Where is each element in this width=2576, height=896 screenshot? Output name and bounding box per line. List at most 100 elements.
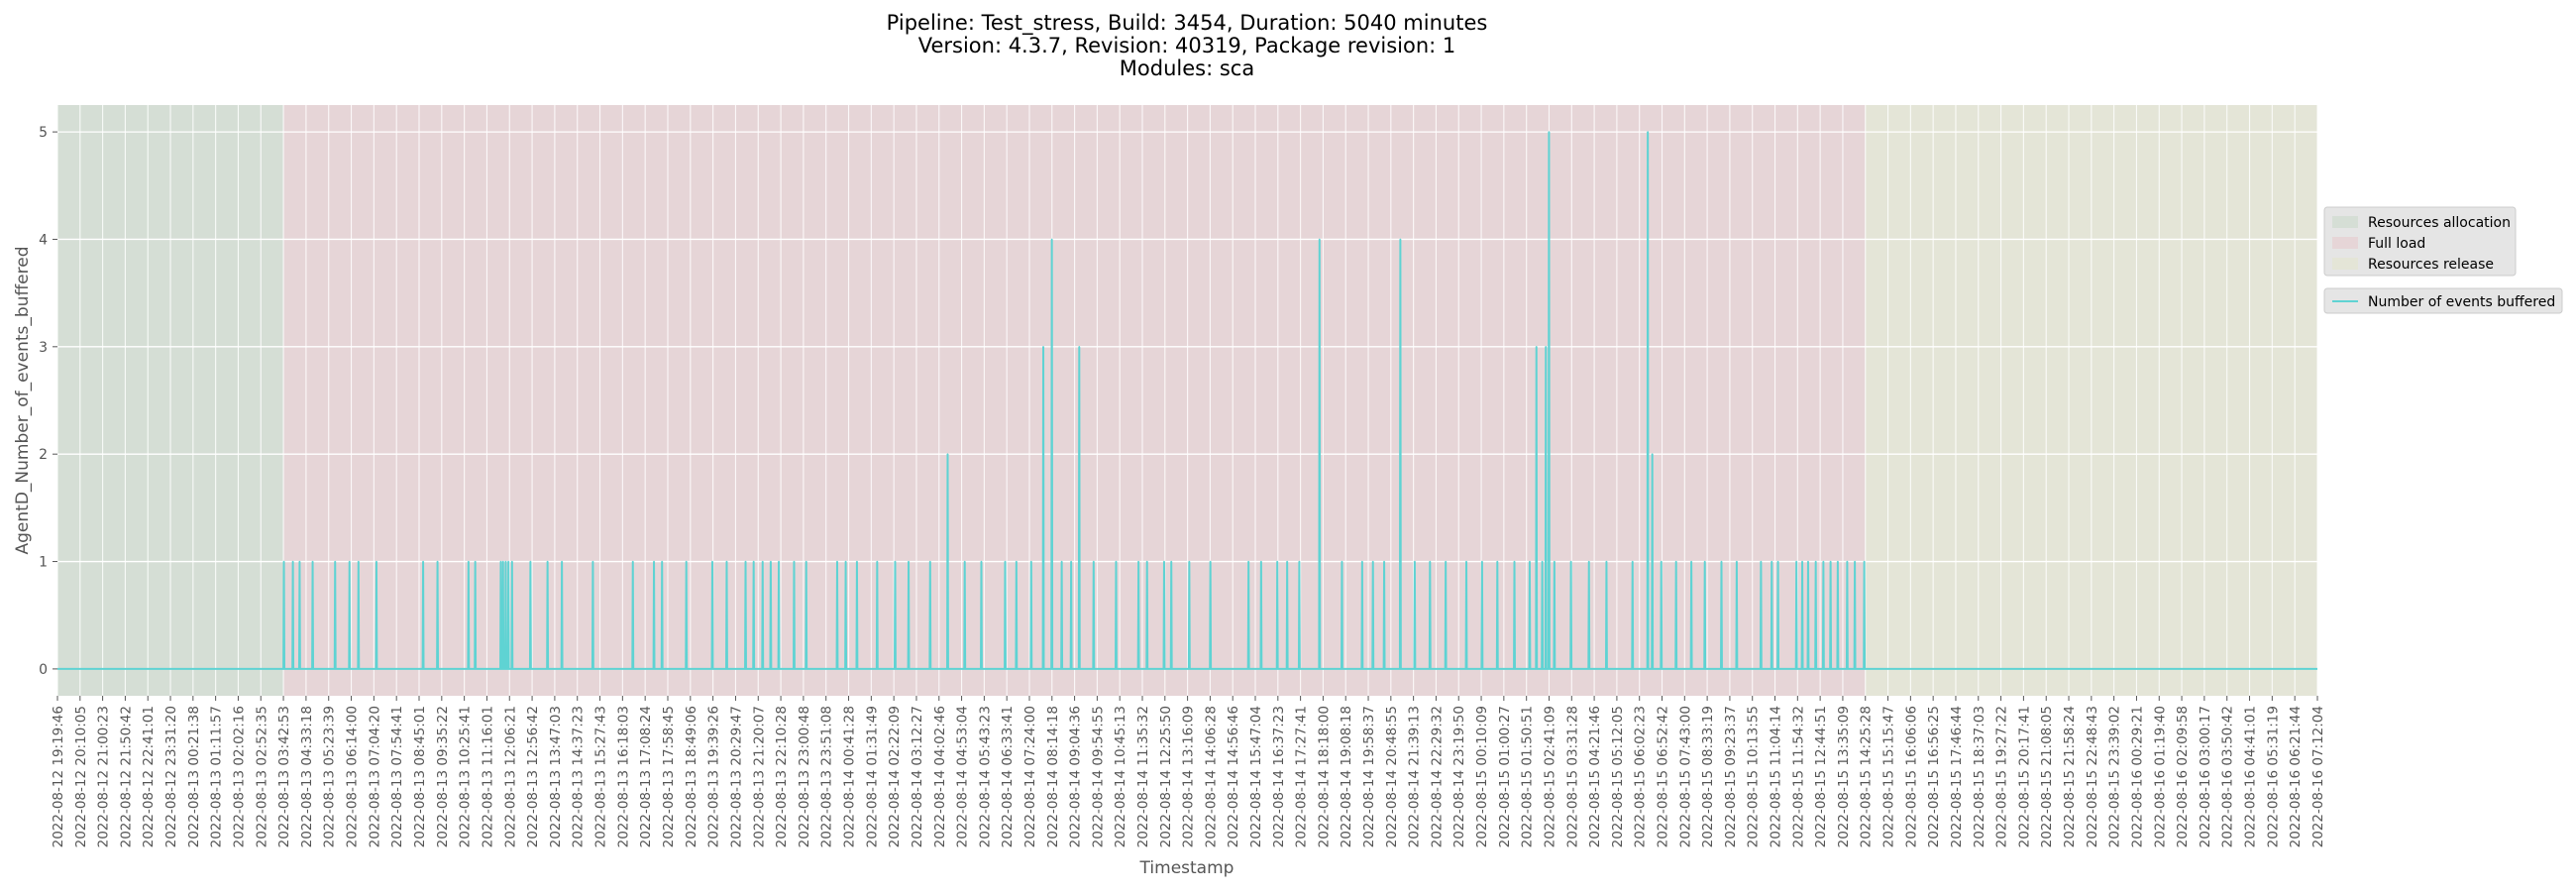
phase-legend-swatch-1 bbox=[2332, 237, 2358, 249]
x-tick-label-34: 2022-08-13 23:51:08 bbox=[819, 706, 835, 847]
data-point-74 bbox=[1465, 560, 1467, 563]
legend: Resources allocation Full load Resources r… bbox=[2323, 206, 2563, 314]
x-tick-label-80: 2022-08-15 14:25:28 bbox=[1859, 706, 1875, 847]
data-point-67 bbox=[1361, 560, 1363, 563]
data-point-63 bbox=[1286, 560, 1288, 563]
phase-legend-label-2: Resources release bbox=[2368, 257, 2494, 273]
data-point-27 bbox=[744, 560, 747, 563]
x-tick-label-66: 2022-08-15 02:41:09 bbox=[1542, 706, 1557, 847]
data-point-61 bbox=[1260, 560, 1262, 563]
x-tick-label-86: 2022-08-15 19:27:22 bbox=[1994, 706, 2010, 847]
x-tick-label-41: 2022-08-14 05:43:23 bbox=[977, 706, 993, 847]
x-tick-label-19: 2022-08-13 11:16:01 bbox=[480, 706, 495, 847]
phase-legend-swatch-0 bbox=[2332, 216, 2358, 228]
y-axis-label: AgentD_Number_of_events_buffered bbox=[13, 247, 33, 555]
x-tick-label-73: 2022-08-15 08:33:19 bbox=[1700, 706, 1716, 847]
data-point-72 bbox=[1429, 560, 1432, 563]
data-point-26 bbox=[725, 560, 728, 563]
data-point-97 bbox=[1771, 560, 1773, 563]
data-point-52 bbox=[1093, 560, 1095, 563]
title-line-2: Version: 4.3.7, Revision: 40319, Package… bbox=[918, 34, 1456, 57]
data-point-89 bbox=[1651, 453, 1654, 455]
data-point-16 bbox=[511, 560, 513, 563]
data-point-18 bbox=[546, 560, 549, 563]
data-point-21 bbox=[631, 560, 634, 563]
x-tick-label-63: 2022-08-15 00:10:09 bbox=[1474, 706, 1490, 847]
x-tick-label-67: 2022-08-15 03:31:28 bbox=[1564, 706, 1580, 847]
data-point-44 bbox=[1004, 560, 1007, 563]
x-tick-label-79: 2022-08-15 13:35:09 bbox=[1836, 706, 1852, 847]
data-point-105 bbox=[1837, 560, 1839, 563]
data-point-48 bbox=[1050, 238, 1053, 241]
x-tick-label-96: 2022-08-16 03:50:42 bbox=[2220, 706, 2236, 847]
data-point-80 bbox=[1541, 560, 1544, 563]
phase-legend-swatch-2 bbox=[2332, 258, 2358, 270]
phase-legend-label-0: Resources allocation bbox=[2368, 215, 2511, 231]
data-point-91 bbox=[1674, 560, 1677, 563]
data-point-49 bbox=[1060, 560, 1063, 563]
data-point-4 bbox=[334, 560, 337, 563]
data-point-79 bbox=[1535, 346, 1538, 348]
data-point-70 bbox=[1399, 238, 1402, 241]
x-tick-label-37: 2022-08-14 02:22:09 bbox=[887, 706, 903, 847]
x-tick-label-20: 2022-08-13 12:06:21 bbox=[502, 706, 518, 847]
data-point-93 bbox=[1703, 560, 1706, 563]
x-tick-label-60: 2022-08-14 21:39:13 bbox=[1407, 706, 1423, 847]
data-point-10 bbox=[468, 560, 470, 563]
data-point-8 bbox=[422, 560, 424, 563]
x-tick-label-18: 2022-08-13 10:25:41 bbox=[458, 706, 474, 847]
x-tick-label-95: 2022-08-16 03:00:17 bbox=[2198, 706, 2213, 847]
x-ticks: 2022-08-12 19:19:46 2022-08-12 20:10:05 20… bbox=[51, 696, 2326, 847]
data-point-15 bbox=[507, 560, 509, 563]
data-point-95 bbox=[1736, 560, 1738, 563]
data-point-55 bbox=[1145, 560, 1148, 563]
data-point-85 bbox=[1587, 560, 1590, 563]
x-tick-label-93: 2022-08-16 01:19:40 bbox=[2152, 706, 2168, 847]
x-tick-label-46: 2022-08-14 09:54:55 bbox=[1090, 706, 1106, 847]
x-tick-label-87: 2022-08-15 20:17:41 bbox=[2016, 706, 2032, 847]
data-point-54 bbox=[1137, 560, 1139, 563]
data-point-3 bbox=[311, 560, 314, 563]
data-point-59 bbox=[1209, 560, 1212, 563]
x-tick-label-53: 2022-08-14 15:47:04 bbox=[1248, 706, 1264, 847]
x-tick-label-21: 2022-08-13 12:56:42 bbox=[525, 706, 541, 847]
series-layer bbox=[57, 131, 2317, 670]
x-tick-label-10: 2022-08-13 03:42:53 bbox=[276, 706, 292, 847]
y-ticks: 0 1 2 3 4 5 bbox=[39, 125, 57, 678]
data-point-13 bbox=[501, 560, 504, 563]
x-tick-label-89: 2022-08-15 21:58:24 bbox=[2062, 706, 2078, 847]
x-tick-label-3: 2022-08-12 21:50:42 bbox=[118, 706, 134, 847]
data-point-57 bbox=[1170, 560, 1173, 563]
data-point-106 bbox=[1846, 560, 1849, 563]
data-point-81 bbox=[1545, 346, 1548, 348]
data-point-1 bbox=[291, 560, 294, 563]
data-point-82 bbox=[1548, 131, 1551, 133]
x-tick-label-59: 2022-08-14 20:48:55 bbox=[1384, 706, 1400, 847]
x-tick-label-14: 2022-08-13 07:04:20 bbox=[367, 706, 382, 847]
data-point-6 bbox=[357, 560, 360, 563]
x-tick-label-97: 2022-08-16 04:41:01 bbox=[2243, 706, 2259, 847]
x-tick-label-65: 2022-08-15 01:50:51 bbox=[1520, 706, 1536, 847]
data-point-42 bbox=[963, 560, 966, 563]
data-point-68 bbox=[1371, 560, 1374, 563]
x-tick-label-15: 2022-08-13 07:54:41 bbox=[389, 706, 405, 847]
data-point-87 bbox=[1631, 560, 1634, 563]
x-tick-label-49: 2022-08-14 12:25:50 bbox=[1158, 706, 1174, 847]
data-point-38 bbox=[894, 560, 897, 563]
grid-lines bbox=[56, 105, 2318, 696]
data-point-99 bbox=[1795, 560, 1797, 563]
x-axis-label: Timestamp bbox=[1139, 858, 1234, 878]
x-tick-label-70: 2022-08-15 06:02:23 bbox=[1633, 706, 1649, 847]
x-tick-label-50: 2022-08-14 13:16:09 bbox=[1181, 706, 1197, 847]
x-tick-label-62: 2022-08-14 23:19:50 bbox=[1451, 706, 1467, 847]
x-tick-label-6: 2022-08-13 00:21:38 bbox=[186, 706, 202, 847]
data-point-45 bbox=[1016, 560, 1018, 563]
data-point-7 bbox=[376, 560, 377, 563]
data-point-71 bbox=[1414, 560, 1416, 563]
data-point-28 bbox=[752, 560, 755, 563]
data-point-77 bbox=[1513, 560, 1516, 563]
x-tick-label-8: 2022-08-13 02:02:16 bbox=[231, 706, 247, 847]
y-tick-label-0: 0 bbox=[39, 662, 48, 678]
data-point-32 bbox=[793, 560, 796, 563]
